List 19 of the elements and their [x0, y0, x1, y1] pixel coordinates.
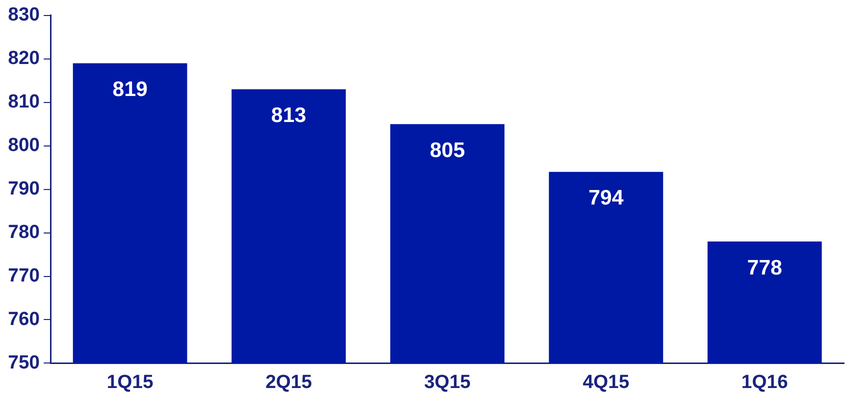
y-tick-label: 780	[8, 222, 40, 244]
x-tick-label: 1Q15	[106, 372, 154, 393]
data-label: 805	[430, 138, 466, 162]
data-label: 813	[271, 104, 306, 128]
data-label: 819	[112, 78, 148, 102]
data-label: 794	[588, 186, 624, 210]
y-tick-label: 820	[8, 48, 40, 70]
y-tick-label: 800	[8, 135, 40, 156]
data-label: 778	[747, 256, 783, 280]
x-tick-label: 4Q15	[582, 372, 630, 393]
y-tick-label: 790	[8, 178, 40, 200]
x-tick-label: 1Q16	[741, 372, 788, 393]
y-tick-label: 760	[8, 308, 40, 330]
x-tick-label: 3Q15	[424, 372, 472, 393]
x-tick-label: 2Q15	[265, 372, 312, 393]
y-tick-label: 770	[8, 265, 40, 286]
y-tick-label: 830	[8, 4, 40, 26]
y-tick-label: 810	[8, 92, 40, 113]
y-tick-label: 750	[8, 352, 40, 374]
